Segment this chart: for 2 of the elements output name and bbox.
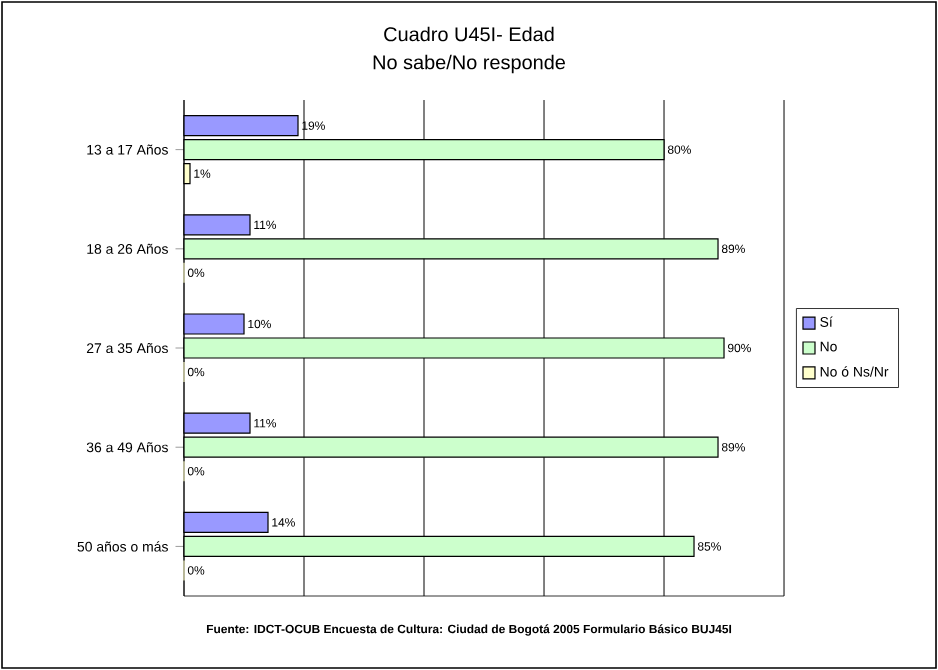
chart-subtitle: No sabe/No responde — [373, 54, 565, 74]
chart-title: Cuadro U45I- Edad — [384, 26, 554, 42]
